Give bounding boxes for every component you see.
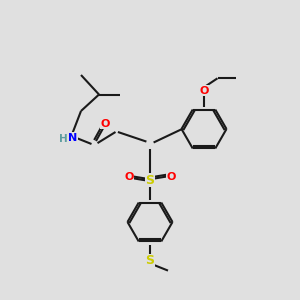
Text: S: S <box>146 173 154 187</box>
Text: O: O <box>124 172 134 182</box>
Text: H: H <box>59 134 68 145</box>
Text: O: O <box>166 172 176 182</box>
Text: O: O <box>100 119 110 129</box>
Text: N: N <box>68 133 77 143</box>
Text: S: S <box>146 254 154 268</box>
Text: O: O <box>199 86 209 96</box>
